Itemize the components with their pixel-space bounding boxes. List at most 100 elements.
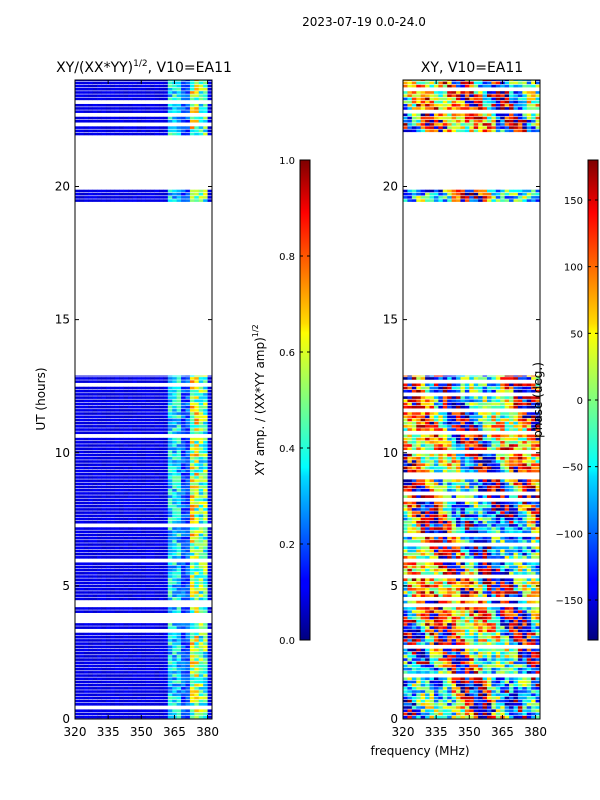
- heatmap-cell: [469, 706, 475, 709]
- heatmap-cell: [411, 712, 417, 716]
- heatmap-cell: [194, 556, 200, 559]
- heatmap-cell: [105, 91, 111, 94]
- heatmap-cell: [128, 402, 133, 406]
- heatmap-cell: [438, 712, 444, 716]
- heatmap-cell: [185, 380, 191, 383]
- heatmap-cell: [442, 680, 448, 684]
- heatmap-cell: [181, 482, 186, 486]
- heatmap-cell: [128, 597, 133, 601]
- heatmap-cell: [141, 584, 147, 588]
- heatmap-cell: [451, 568, 457, 572]
- heatmap-cell: [123, 189, 129, 193]
- heatmap-cell: [83, 645, 89, 649]
- heatmap-cell: [154, 409, 160, 412]
- heatmap-cell: [163, 565, 169, 569]
- heatmap-cell: [207, 431, 213, 435]
- heatmap-cell: [88, 396, 93, 399]
- heatmap-cell: [535, 626, 541, 629]
- heatmap-cell: [504, 651, 510, 655]
- heatmap-cell: [185, 495, 191, 498]
- heatmap-cell: [522, 568, 528, 572]
- heatmap-cell: [416, 623, 421, 626]
- heatmap-cell: [203, 129, 208, 133]
- heatmap-cell: [416, 607, 421, 610]
- heatmap-cell: [500, 584, 505, 588]
- heatmap-cell: [464, 703, 470, 706]
- heatmap-cell: [119, 568, 124, 572]
- heatmap-cell: [97, 116, 102, 120]
- heatmap-cell: [110, 466, 116, 470]
- heatmap-cell: [132, 447, 138, 451]
- heatmap-cell: [526, 664, 532, 668]
- heatmap-cell: [79, 594, 85, 597]
- heatmap-cell: [504, 591, 510, 594]
- heatmap-cell: [517, 635, 523, 639]
- heatmap-cell: [163, 386, 169, 390]
- heatmap-cell: [198, 575, 204, 578]
- heatmap-cell: [207, 655, 213, 658]
- heatmap-cell: [163, 91, 169, 94]
- amp-heatmap[interactable]: [75, 80, 213, 719]
- heatmap-cell: [75, 680, 80, 684]
- heatmap-cell: [203, 447, 208, 451]
- heatmap-cell: [136, 199, 142, 202]
- heatmap-cell: [132, 709, 138, 713]
- heatmap-cell: [194, 409, 200, 412]
- heatmap-cell: [105, 460, 111, 463]
- heatmap-cell: [535, 613, 541, 617]
- heatmap-cell: [207, 578, 213, 582]
- heatmap-cell: [128, 671, 133, 674]
- heatmap-cell: [101, 389, 107, 393]
- heatmap-cell: [101, 377, 107, 380]
- heatmap-cell: [189, 581, 195, 585]
- heatmap-cell: [407, 648, 413, 652]
- heatmap-cell: [163, 421, 169, 425]
- heatmap-cell: [105, 425, 111, 428]
- heatmap-cell: [92, 469, 98, 473]
- heatmap-cell: [119, 94, 124, 97]
- heatmap-cell: [526, 632, 532, 636]
- heatmap-cell: [88, 380, 93, 383]
- heatmap-cell: [411, 562, 417, 566]
- heatmap-cell: [136, 402, 142, 406]
- heatmap-cell: [163, 504, 169, 508]
- heatmap-cell: [110, 463, 116, 466]
- heatmap-cell: [132, 645, 138, 649]
- heatmap-cell: [136, 469, 142, 473]
- heatmap-cell: [500, 568, 505, 572]
- heatmap-cell: [88, 651, 93, 655]
- heatmap-cell: [176, 412, 182, 415]
- heatmap-cell: [101, 661, 107, 665]
- heatmap-cell: [154, 709, 160, 713]
- heatmap-cell: [83, 578, 89, 582]
- heatmap-cell: [163, 671, 169, 674]
- heatmap-cell: [158, 466, 164, 470]
- heatmap-cell: [158, 690, 164, 693]
- heatmap-cell: [141, 674, 147, 677]
- heatmap-cell: [97, 415, 102, 419]
- heatmap-cell: [176, 664, 182, 668]
- heatmap-cell: [105, 584, 111, 588]
- heatmap-cell: [198, 192, 204, 196]
- heatmap-cell: [189, 588, 195, 591]
- heatmap-cell: [203, 396, 208, 399]
- heatmap-cell: [119, 501, 124, 505]
- heatmap-cell: [198, 396, 204, 399]
- heatmap-cell: [119, 476, 124, 479]
- heatmap-cell: [181, 594, 186, 597]
- heatmap-cell: [429, 658, 435, 661]
- heatmap-cell: [500, 619, 505, 623]
- heatmap-cell: [416, 581, 421, 585]
- heatmap-cell: [194, 632, 200, 636]
- heatmap-cell: [181, 674, 186, 677]
- heatmap-cell: [119, 386, 124, 390]
- heatmap-cell: [136, 479, 142, 482]
- heatmap-cell: [198, 639, 204, 642]
- phase-heatmap[interactable]: [403, 80, 541, 719]
- heatmap-cell: [456, 677, 461, 681]
- heatmap-cell: [407, 696, 413, 700]
- heatmap-cell: [403, 600, 408, 604]
- heatmap-cell: [110, 533, 116, 537]
- heatmap-cell: [407, 588, 413, 591]
- heatmap-cell: [154, 715, 160, 719]
